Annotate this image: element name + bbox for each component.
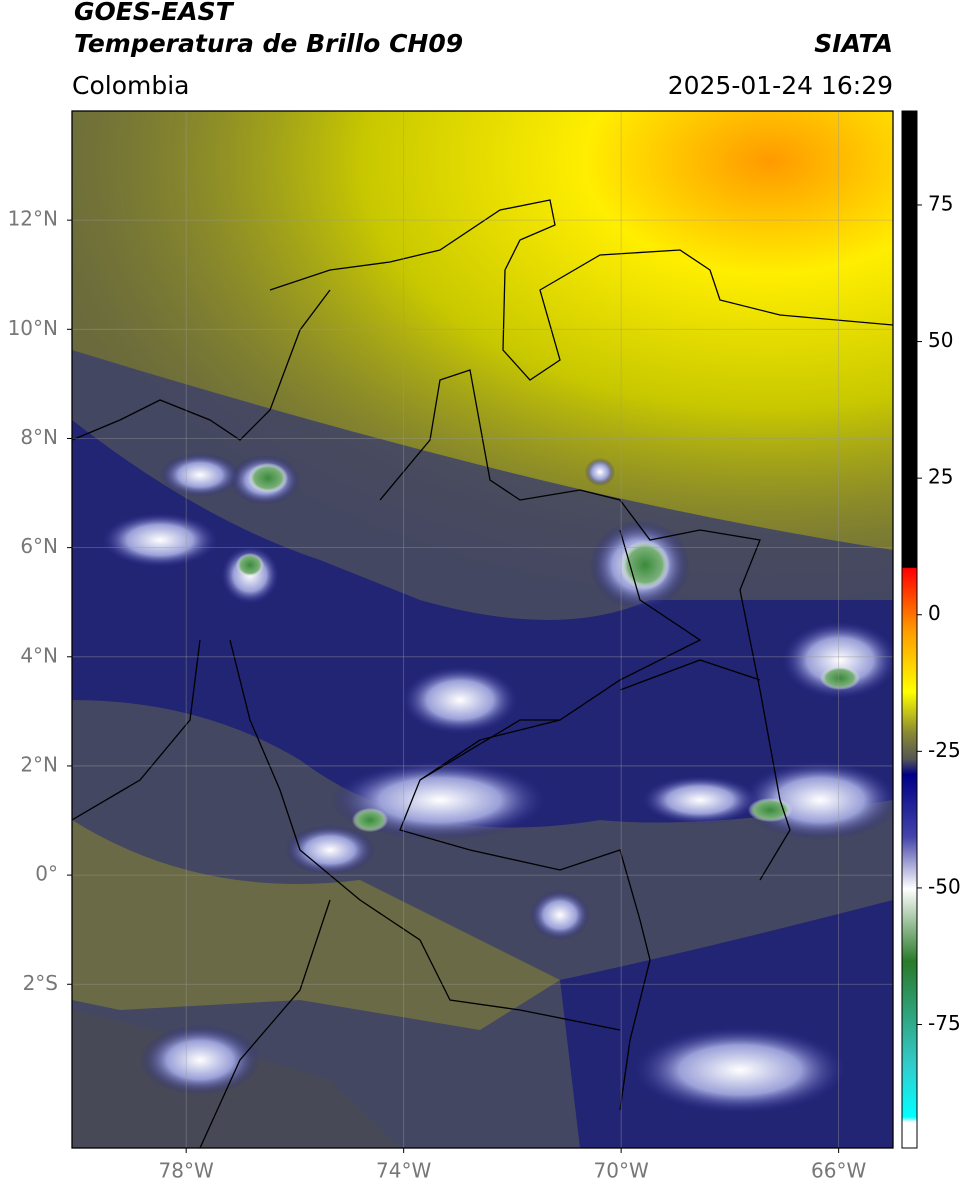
grid bbox=[72, 111, 893, 1148]
colorbar-tick-label: -50 bbox=[928, 874, 961, 898]
y-tick-label: 2°N bbox=[20, 752, 58, 776]
colorbar-tick-label: 0 bbox=[928, 601, 941, 625]
y-tick-label: 12°N bbox=[8, 207, 58, 231]
subtitle: Temperatura de Brillo CH09 bbox=[74, 29, 463, 58]
y-tick-label: 4°N bbox=[20, 643, 58, 667]
x-tick-label: 70°W bbox=[594, 1159, 649, 1183]
colorbar-tick-label: -75 bbox=[928, 1011, 961, 1035]
y-tick-label: 10°N bbox=[8, 316, 58, 340]
map-frame bbox=[71, 110, 894, 1149]
source: SIATA bbox=[814, 29, 893, 58]
x-tick-label: 78°W bbox=[159, 1159, 214, 1183]
colorbar-tick-label: 75 bbox=[928, 191, 953, 215]
x-tick-label: 66°W bbox=[811, 1159, 866, 1183]
datetime: 2025-01-24 16:29 bbox=[668, 71, 893, 100]
y-tick-label: 0° bbox=[35, 862, 58, 886]
region: Colombia bbox=[72, 71, 189, 100]
y-tick-label: 8°N bbox=[20, 425, 58, 449]
y-tick-label: 6°N bbox=[20, 534, 58, 558]
x-tick-label: 74°W bbox=[376, 1159, 431, 1183]
colorbar-tick-label: -25 bbox=[928, 738, 961, 762]
satellite-image bbox=[72, 111, 893, 1148]
colorbar bbox=[901, 110, 918, 1149]
colorbar-tick-label: 25 bbox=[928, 465, 953, 489]
colorbar-tick-label: 50 bbox=[928, 328, 953, 352]
title: GOES-EAST bbox=[74, 0, 235, 26]
y-tick-label: 2°S bbox=[23, 971, 58, 995]
